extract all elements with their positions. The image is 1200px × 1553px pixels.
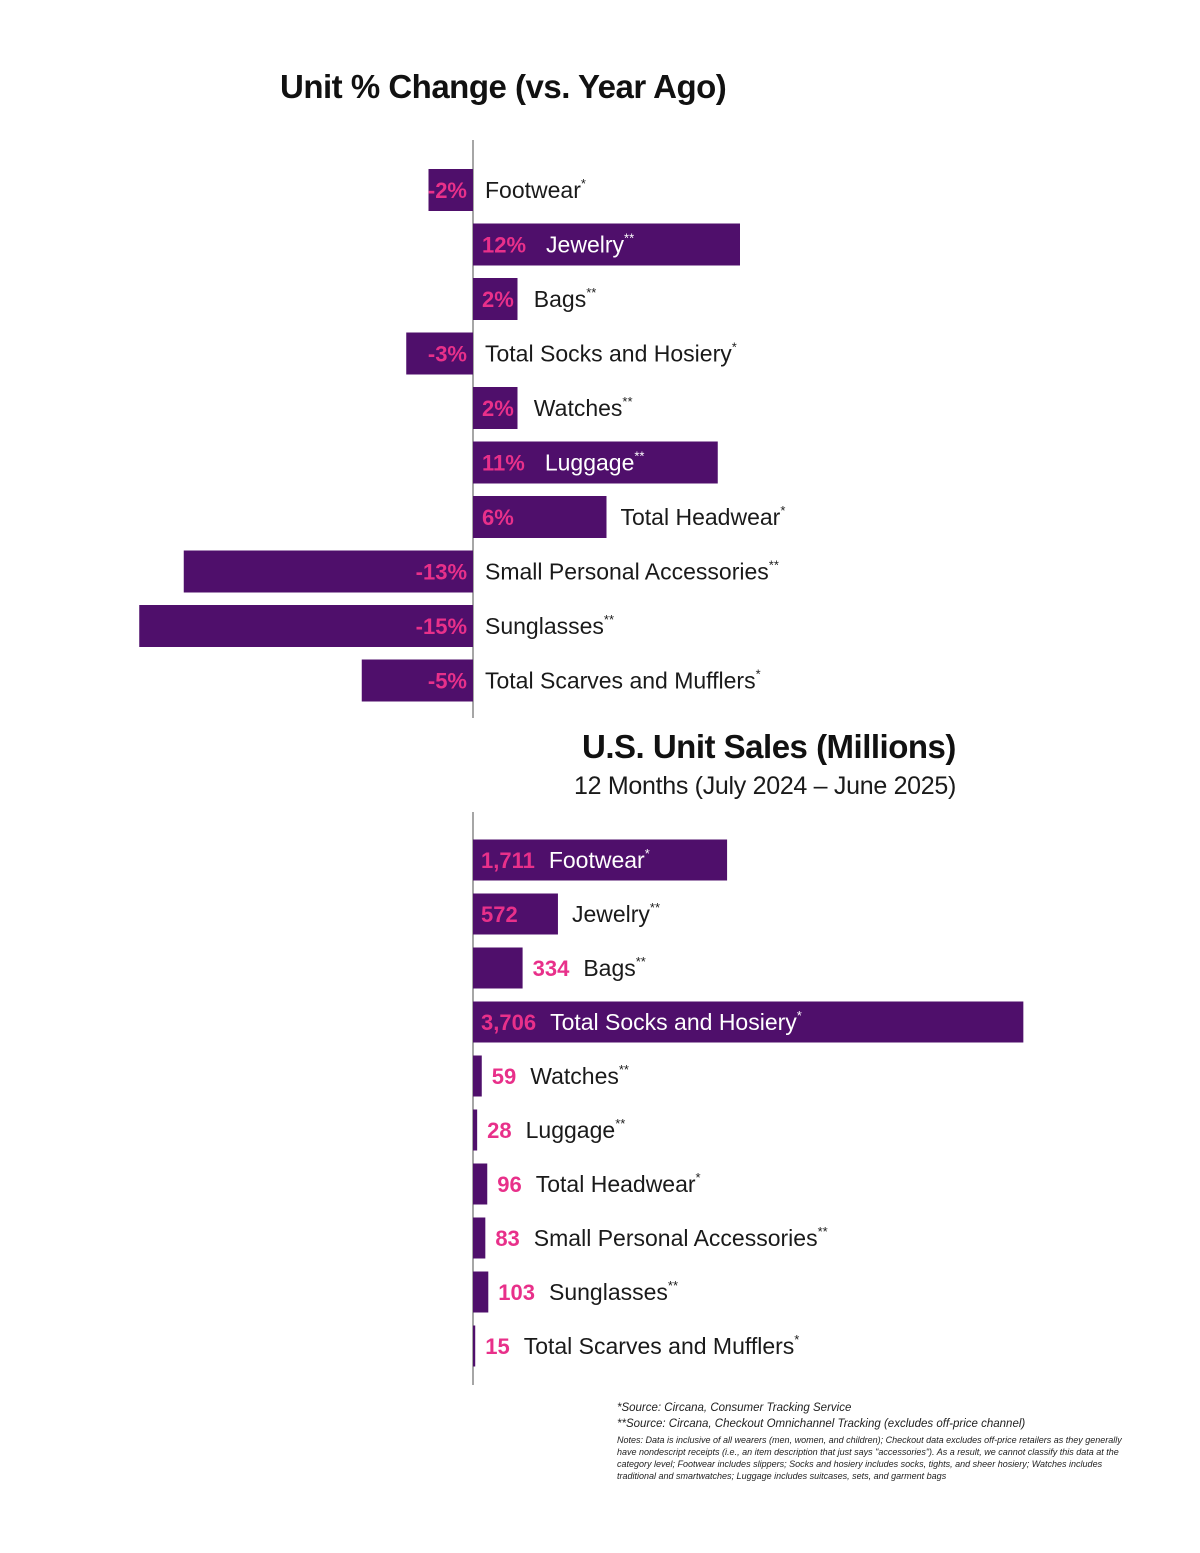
unit-change-category-marker: * (756, 667, 761, 682)
unit-change-category-label-total-headwear: Total Headwear* (621, 503, 786, 530)
unit-sales-category-label-footwear: Footwear* (549, 846, 650, 873)
unit-change-value-label: -3% (428, 342, 467, 367)
unit-change-category-marker: ** (586, 285, 596, 300)
unit-change-category-marker: * (780, 503, 785, 518)
unit-sales-bar-bags (473, 947, 523, 989)
unit-change-value-label: 12% (482, 233, 526, 258)
unit-sales-bar-total-headwear (473, 1163, 488, 1205)
unit-change-category-label-bags: Bags** (534, 285, 597, 312)
chart-title-unit-sales: U.S. Unit Sales (Millions) (582, 728, 956, 765)
unit-sales-value-label: 334 (533, 956, 570, 981)
unit-sales-value-label: 1,711 (481, 848, 535, 873)
unit-change-category-marker: ** (624, 231, 634, 246)
unit-sales-value-label: 83 (495, 1226, 519, 1251)
unit-change-value-label: -13% (416, 560, 467, 585)
unit-sales-category-marker: * (797, 1008, 802, 1023)
unit-change-bar-sunglasses (139, 605, 473, 647)
footnote-source-consumer-tracking: *Source: Circana, Consumer Tracking Serv… (617, 1402, 852, 1414)
unit-change-bar-watches (473, 387, 518, 429)
unit-change-chart: -2% Footwear* 12% Jewelry** 2% Bags** -3% Total… (139, 140, 786, 718)
unit-change-category-label-watches: Watches** (534, 394, 633, 421)
chart-title-unit-change: Unit % Change (vs. Year Ago) (280, 68, 727, 105)
unit-sales-value-label: 3,706 (481, 1010, 536, 1035)
footnote-source-checkout-tracking: **Source: Circana, Checkout Omnichannel … (617, 1418, 1026, 1430)
unit-sales-bar-total-scarves-and-mufflers (473, 1325, 476, 1367)
unit-change-bar-jewelry (473, 223, 740, 266)
unit-change-value-label: 2% (482, 396, 514, 421)
footnotes: *Source: Circana, Consumer Tracking Serv… (617, 1400, 1137, 1482)
unit-sales-category-marker: ** (619, 1062, 629, 1077)
unit-change-value-label: 2% (482, 287, 514, 312)
unit-sales-category-label-small-personal-accessories: Small Personal Accessories** (534, 1224, 828, 1251)
unit-change-value-label: 11% (482, 451, 525, 476)
unit-sales-chart: 1,711 Footwear* 572 Jewelry** 334 Bags** 3,706… (472, 812, 1024, 1385)
unit-sales-category-marker: * (645, 846, 650, 861)
unit-sales-category-label-watches: Watches** (530, 1062, 629, 1089)
unit-sales-category-marker: ** (668, 1278, 678, 1293)
unit-sales-value-label: 28 (487, 1118, 511, 1143)
unit-change-bar-bags (473, 278, 518, 320)
unit-sales-category-label-luggage: Luggage** (526, 1116, 626, 1143)
unit-sales-category-label-sunglasses: Sunglasses** (549, 1278, 678, 1305)
unit-change-category-marker: ** (634, 449, 644, 464)
unit-sales-value-label: 103 (498, 1280, 535, 1305)
unit-sales-bar-small-personal-accessories (473, 1217, 486, 1259)
unit-change-category-marker: ** (769, 558, 779, 573)
unit-change-category-label-luggage: Luggage** (545, 449, 645, 476)
unit-change-category-label-footwear: Footwear* (485, 176, 586, 203)
unit-sales-category-marker: * (696, 1170, 701, 1185)
unit-sales-category-marker: ** (636, 954, 646, 969)
unit-sales-value-label: 59 (492, 1064, 516, 1089)
unit-change-category-marker: * (732, 340, 737, 355)
unit-sales-category-marker: ** (650, 900, 660, 915)
unit-change-category-marker: * (581, 176, 586, 191)
unit-change-value-label: -15% (416, 614, 467, 639)
unit-sales-bar-watches (473, 1055, 482, 1097)
unit-sales-bar-luggage (473, 1109, 478, 1151)
unit-sales-value-label: 96 (497, 1172, 521, 1197)
unit-sales-category-label-total-scarves-and-mufflers: Total Scarves and Mufflers* (524, 1332, 800, 1359)
unit-change-bar-luggage (473, 441, 718, 484)
unit-sales-category-marker: * (794, 1332, 799, 1347)
chart-subtitle-unit-sales: 12 Months (July 2024 – June 2025) (574, 772, 957, 800)
unit-sales-value-label: 15 (485, 1334, 509, 1359)
footnote-notes: Notes: Data is inclusive of all wearers … (617, 1435, 1122, 1481)
unit-sales-category-marker: ** (818, 1224, 828, 1239)
unit-sales-bar-sunglasses (473, 1271, 489, 1313)
unit-change-category-marker: ** (604, 612, 614, 627)
unit-change-value-label: 6% (482, 505, 514, 530)
unit-change-category-label-jewelry: Jewelry** (546, 231, 634, 258)
unit-change-category-marker: ** (622, 394, 632, 409)
unit-sales-category-label-jewelry: Jewelry** (572, 900, 660, 927)
unit-change-value-label: -5% (428, 669, 467, 694)
unit-sales-value-label: 572 (481, 902, 518, 927)
unit-sales-category-marker: ** (615, 1116, 625, 1131)
unit-sales-bar-footwear (473, 839, 728, 881)
unit-change-category-label-total-socks-and-hosiery: Total Socks and Hosiery* (485, 340, 737, 367)
unit-change-category-label-total-scarves-and-mufflers: Total Scarves and Mufflers* (485, 667, 761, 694)
unit-change-value-label: -2% (428, 178, 467, 203)
unit-change-bar-total-scarves-and-mufflers (361, 659, 473, 702)
unit-sales-category-label-bags: Bags** (583, 954, 646, 981)
unit-change-bar-total-socks-and-hosiery (406, 332, 473, 375)
unit-change-category-label-sunglasses: Sunglasses** (485, 612, 614, 639)
unit-change-bar-total-headwear (473, 496, 607, 538)
unit-change-bar-small-personal-accessories (183, 550, 473, 593)
unit-sales-bar-jewelry (473, 893, 558, 935)
unit-change-category-label-small-personal-accessories: Small Personal Accessories** (485, 558, 779, 585)
unit-sales-category-label-total-headwear: Total Headwear* (536, 1170, 701, 1197)
unit-sales-bar-total-socks-and-hosiery (473, 1001, 1024, 1043)
unit-sales-category-label-total-socks-and-hosiery: Total Socks and Hosiery* (550, 1008, 802, 1035)
unit-change-bar-footwear (428, 169, 473, 211)
